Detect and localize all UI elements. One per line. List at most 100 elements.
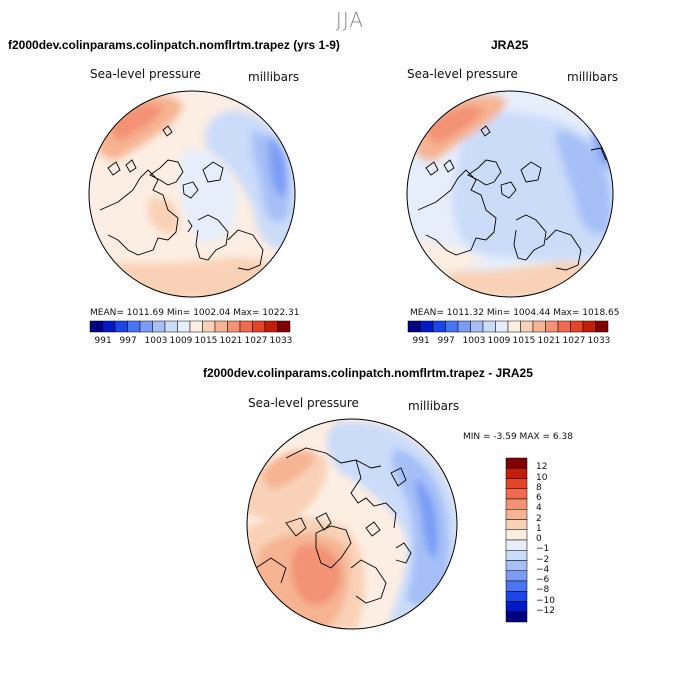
obs-colorbar-box	[457, 320, 471, 333]
model-panel-title: f2000dev.colinparams.colinpatch.nomflrtm…	[8, 38, 340, 52]
model-colorbar-labels: 991 997 1003 1009 1015 1021 1027 1033	[90, 336, 293, 348]
obs-colorbar-labels: 991 997 1003 1009 1015 1021 1027 1033	[408, 336, 611, 348]
obs-colorbar	[407, 320, 609, 333]
model-colorbar-box	[189, 320, 203, 333]
obs-colorbar-box	[507, 320, 521, 333]
season-title: JJA	[335, 8, 365, 32]
map3-red-south-peak	[291, 544, 341, 606]
model-colorbar-box	[177, 320, 191, 333]
difference-colorbar-tick: 1	[536, 523, 542, 534]
obs-stats: MEAN= 1011.32 Min= 1004.44 Max= 1018.65	[410, 308, 620, 318]
obs-colorbar-tick: 1021	[537, 336, 561, 346]
difference-colorbar-tick: 10	[536, 472, 548, 483]
map2-red-nw-core	[424, 106, 484, 145]
difference-slp-map	[246, 418, 458, 630]
obs-units-label: millibars	[567, 70, 619, 84]
difference-units-label: millibars	[408, 399, 460, 413]
model-colorbar	[89, 320, 291, 333]
difference-colorbar-tick: 12	[536, 462, 548, 473]
model-variable-label: Sea-level pressure	[90, 67, 201, 81]
obs-colorbar-box	[470, 320, 484, 333]
model-colorbar-box	[102, 320, 116, 333]
model-colorbar-tick: 1027	[244, 336, 268, 346]
difference-colorbar-box	[505, 601, 528, 612]
model-colorbar-tick: 1015	[194, 336, 218, 346]
map1-coastlines	[99, 125, 264, 271]
difference-colorbar-tick: 6	[536, 493, 542, 503]
difference-colorbar-tick: −1	[536, 544, 550, 555]
difference-colorbar-tick: 2	[536, 513, 542, 524]
obs-colorbar-tick: 991	[412, 336, 430, 346]
model-colorbar-box	[227, 320, 241, 333]
difference-colorbar-box	[505, 498, 528, 510]
difference-colorbar-box	[505, 488, 528, 500]
difference-colorbar-box	[505, 550, 528, 561]
difference-colorbar-box	[505, 560, 528, 571]
model-colorbar-box	[164, 320, 178, 333]
obs-colorbar-box	[407, 320, 421, 333]
difference-colorbar-tick: 8	[536, 482, 542, 493]
model-colorbar-box	[152, 320, 166, 333]
difference-colorbar-tick: −2	[536, 554, 550, 565]
difference-colorbar-box	[505, 478, 528, 489]
map3-blue-deep	[415, 478, 438, 558]
model-colorbar-box	[202, 320, 216, 333]
difference-colorbar-tick: 4	[536, 503, 542, 514]
difference-colorbar-box	[505, 509, 528, 520]
map3-blue-core	[391, 448, 449, 606]
map2-coastlines	[417, 125, 607, 271]
difference-colorbar-box	[505, 457, 528, 469]
difference-colorbar	[505, 457, 528, 623]
model-colorbar-box	[277, 320, 291, 333]
model-colorbar-box	[252, 320, 266, 333]
model-colorbar-box	[214, 320, 228, 333]
obs-colorbar-tick: 1003	[462, 336, 486, 346]
difference-colorbar-box	[505, 591, 528, 602]
obs-colorbar-tick: 1027	[562, 336, 586, 346]
model-colorbar-tick: 1033	[269, 336, 293, 346]
obs-colorbar-box	[520, 320, 534, 333]
map1-blue-deep	[268, 135, 289, 196]
model-colorbar-box	[139, 320, 153, 333]
difference-colorbar-box	[505, 570, 528, 582]
map2-blue-east	[556, 130, 612, 234]
obs-colorbar-box	[532, 320, 546, 333]
model-colorbar-box	[264, 320, 278, 333]
model-units-label: millibars	[248, 70, 300, 84]
obs-colorbar-tick: 1033	[587, 336, 611, 346]
model-colorbar-box	[127, 320, 141, 333]
difference-colorbar-tick: −4	[536, 564, 550, 575]
obs-colorbar-box	[445, 320, 459, 333]
obs-panel-title: JRA25	[491, 38, 529, 52]
map3-coastlines	[255, 447, 412, 604]
obs-colorbar-box	[420, 320, 434, 333]
obs-colorbar-tick: 1015	[512, 336, 536, 346]
obs-colorbar-box	[432, 320, 446, 333]
obs-variable-label: Sea-level pressure	[407, 67, 518, 81]
model-colorbar-tick: 1021	[219, 336, 243, 346]
obs-colorbar-tick: 997	[437, 336, 455, 346]
difference-colorbar-labels: 12 10 8 6 4 2 1 0 −1 −2 −4 −6 −8 −10 −12	[536, 458, 576, 628]
obs-colorbar-box	[482, 320, 496, 333]
model-colorbar-box	[89, 320, 103, 333]
model-colorbar-box	[239, 320, 253, 333]
difference-colorbar-tick: 0	[536, 534, 542, 544]
model-colorbar-tick: 1003	[144, 336, 168, 346]
difference-colorbar-tick: −12	[536, 605, 555, 616]
obs-colorbar-box	[545, 320, 559, 333]
difference-colorbar-box	[505, 468, 528, 479]
difference-stats: MIN = -3.59 MAX = 6.38	[463, 432, 573, 442]
obs-colorbar-box	[495, 320, 509, 333]
obs-colorbar-box	[582, 320, 596, 333]
map3-red-nw	[261, 450, 316, 490]
difference-colorbar-box	[505, 539, 528, 551]
difference-colorbar-box	[505, 611, 528, 623]
difference-colorbar-box	[505, 519, 528, 530]
obs-slp-map	[406, 90, 614, 298]
difference-colorbar-box	[505, 529, 528, 541]
difference-panel-title: f2000dev.colinparams.colinpatch.nomflrtm…	[203, 366, 533, 380]
model-colorbar-tick: 991	[94, 336, 112, 346]
difference-variable-label: Sea-level pressure	[248, 396, 359, 410]
model-colorbar-tick: 1009	[169, 336, 193, 346]
difference-colorbar-tick: −6	[536, 575, 550, 585]
